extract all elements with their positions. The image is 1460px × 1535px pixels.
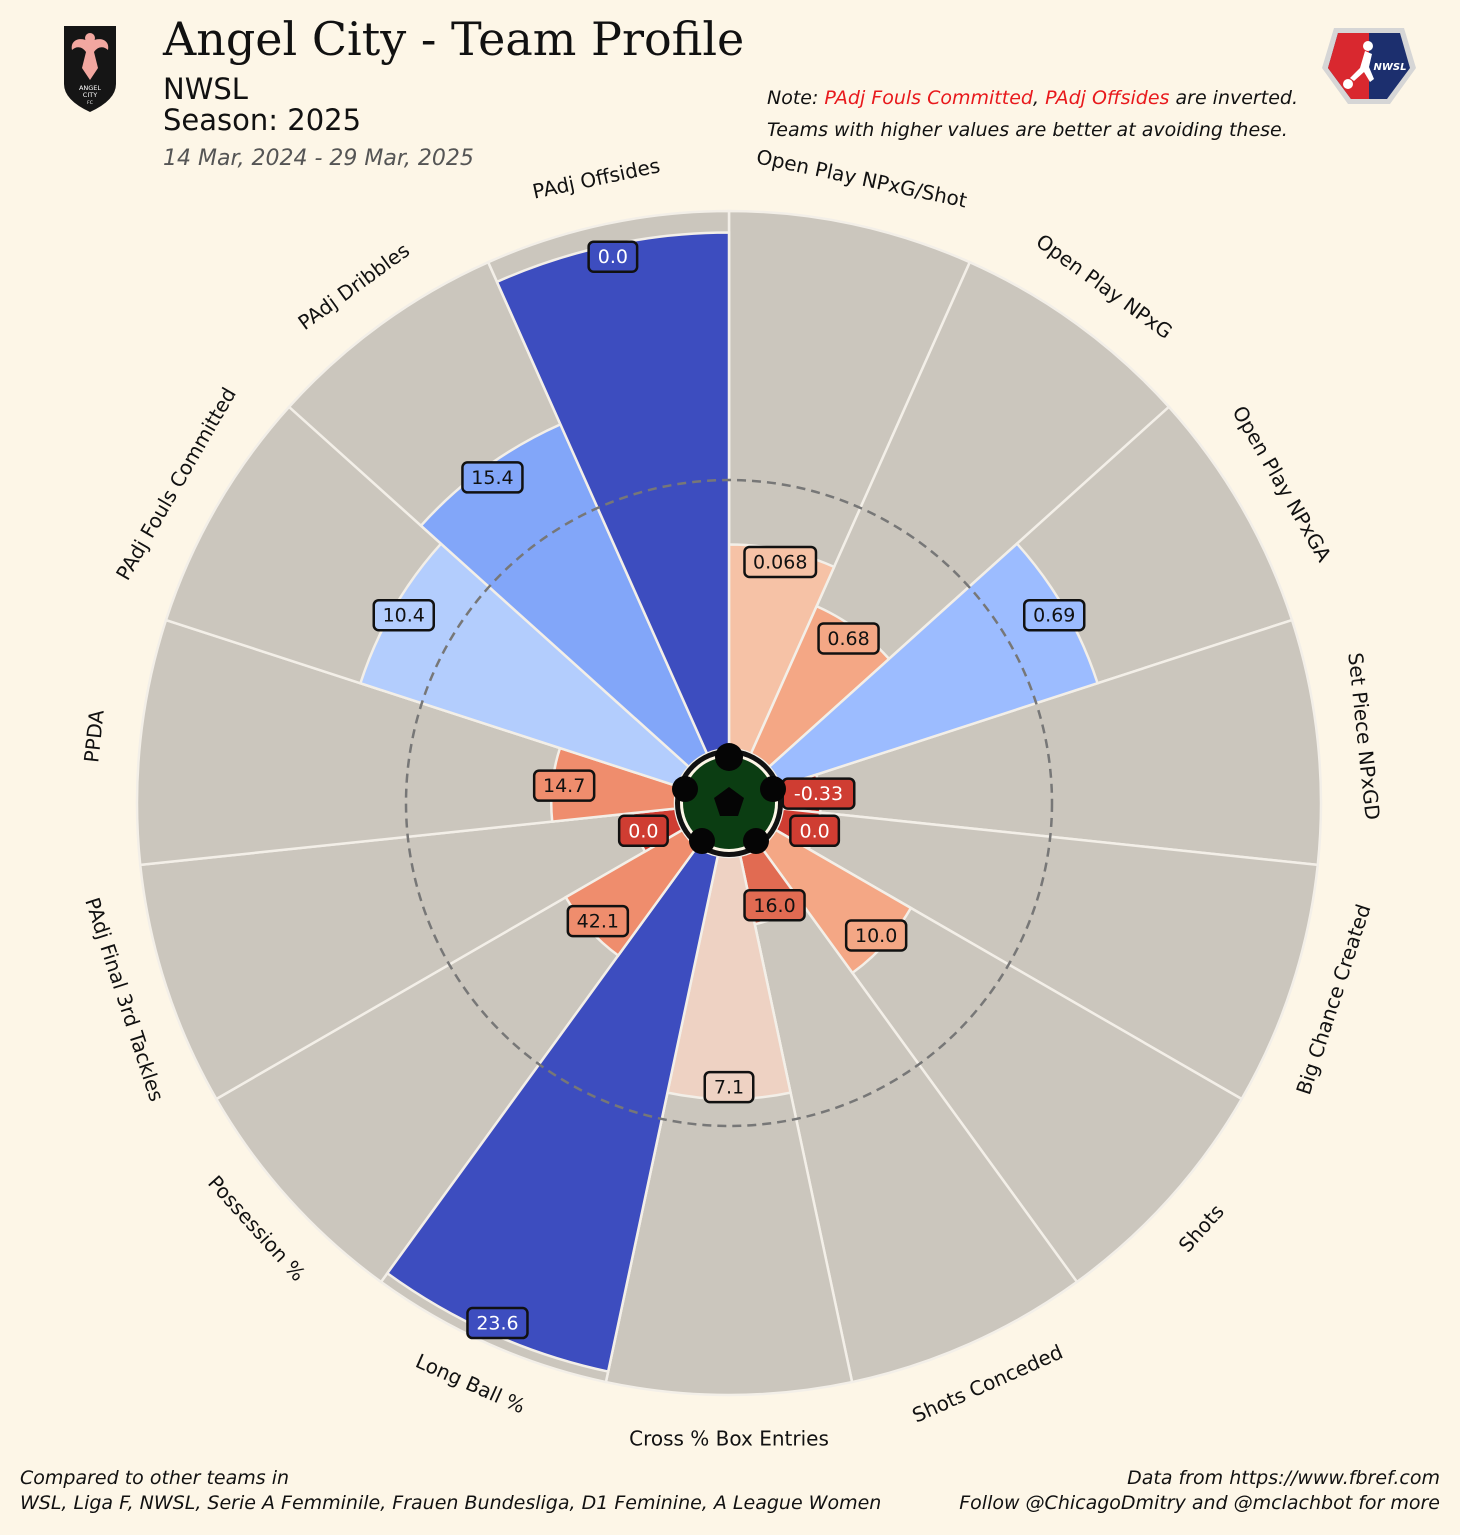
metric-label-cross-box-entries: Cross % Box Entries bbox=[629, 1427, 829, 1451]
value-label-layer: 0.068 0.68 0.69 -0.33 0.0 10.0 16.0 7.1 23.6 42.1… bbox=[372, 240, 1086, 1340]
value-box-open-play-npxg bbox=[817, 622, 880, 655]
league-name: NWSL bbox=[163, 72, 248, 106]
league-crest-text: NWSL bbox=[1374, 62, 1407, 73]
note-sep: , bbox=[1032, 87, 1046, 109]
value-label-possession: 42.1 bbox=[566, 904, 630, 938]
value-label-padj-offsides: 0.0 bbox=[587, 240, 639, 273]
value-label-long-ball: 23.6 bbox=[466, 1306, 529, 1340]
note-prefix: Note: bbox=[767, 87, 825, 109]
value-text-padj-offsides: 0.0 bbox=[598, 246, 628, 268]
reference-circle-layer bbox=[404, 478, 1054, 1128]
value-text-big-chance-created: 0.0 bbox=[799, 820, 829, 842]
metric-label-open-play-npxg-shot: Open Play NPxG/Shot bbox=[754, 144, 969, 212]
value-text-padj-dribbles: 15.4 bbox=[471, 467, 513, 489]
page-title: Angel City - Team Profile bbox=[163, 12, 745, 66]
median-reference-circle bbox=[404, 478, 1054, 1128]
value-box-padj-offsides bbox=[587, 240, 639, 273]
center-ball bbox=[672, 743, 786, 857]
footer-left-line-2: WSL, Liga F, NWSL, Serie A Femminile, Fr… bbox=[20, 1492, 882, 1514]
note-line-2: Teams with higher values are better at a… bbox=[767, 119, 1288, 141]
value-box-padj-final-3rd-tackles bbox=[617, 814, 669, 848]
footer-right-line-1: Data from https://www.fbref.com bbox=[1127, 1467, 1440, 1489]
value-box-padj-fouls-committed bbox=[372, 598, 436, 632]
value-box-shots-conceded bbox=[743, 889, 806, 922]
value-box-padj-dribbles bbox=[461, 461, 524, 494]
value-label-open-play-npxg-shot: 0.068 bbox=[743, 545, 818, 579]
value-label-padj-fouls-committed: 10.4 bbox=[372, 598, 436, 632]
note-suffix: are inverted. bbox=[1169, 87, 1298, 109]
note-item-fouls: PAdj Fouls Committed bbox=[824, 87, 1033, 109]
value-label-big-chance-created: 0.0 bbox=[789, 814, 841, 848]
value-text-long-ball: 23.6 bbox=[476, 1313, 518, 1335]
value-label-padj-final-3rd-tackles: 0.0 bbox=[617, 814, 669, 848]
value-box-cross-box-entries bbox=[703, 1070, 755, 1104]
metric-label-long-ball: Long Ball % bbox=[412, 1349, 529, 1419]
value-text-possession: 42.1 bbox=[577, 911, 619, 933]
value-label-padj-dribbles: 15.4 bbox=[461, 461, 524, 494]
footer-credits: Data from https://www.fbref.com Follow @… bbox=[959, 1466, 1440, 1516]
league-crest-logo: NWSL bbox=[1322, 28, 1416, 104]
value-box-long-ball bbox=[466, 1306, 529, 1340]
metric-label-ppda: PPDA bbox=[79, 708, 108, 763]
crest-text-1: ANGEL bbox=[79, 84, 101, 92]
value-text-open-play-npxga: 0.69 bbox=[1033, 605, 1075, 627]
value-text-shots: 10.0 bbox=[855, 925, 897, 947]
footer-left-line-1: Compared to other teams in bbox=[20, 1467, 290, 1489]
crest-text-2: CITY bbox=[83, 91, 97, 99]
date-range: 14 Mar, 2024 - 29 Mar, 2025 bbox=[163, 146, 474, 171]
value-label-open-play-npxg: 0.68 bbox=[817, 622, 880, 655]
value-label-shots-conceded: 16.0 bbox=[743, 889, 806, 922]
value-box-possession bbox=[566, 904, 630, 938]
value-label-set-piece-npxgd: -0.33 bbox=[781, 777, 856, 810]
value-box-shots bbox=[844, 919, 908, 952]
footer-comparison: Compared to other teams in WSL, Liga F, … bbox=[20, 1466, 881, 1516]
value-text-padj-final-3rd-tackles: 0.0 bbox=[628, 820, 658, 842]
value-label-open-play-npxga: 0.69 bbox=[1022, 598, 1086, 632]
value-label-shots: 10.0 bbox=[844, 919, 908, 952]
footer-right-line-2: Follow @ChicagoDmitry and @mclachbot for… bbox=[959, 1492, 1440, 1514]
value-text-ppda: 14.7 bbox=[543, 775, 585, 797]
inversion-note: Note: PAdj Fouls Committed, PAdj Offside… bbox=[767, 82, 1298, 146]
team-crest-logo: ANGEL CITY FC bbox=[64, 26, 116, 112]
season-label: Season: 2025 bbox=[163, 103, 362, 137]
value-box-big-chance-created bbox=[789, 814, 841, 848]
value-text-open-play-npxg-shot: 0.068 bbox=[753, 551, 807, 573]
metric-label-shots: Shots bbox=[1174, 1199, 1229, 1257]
note-item-offsides: PAdj Offsides bbox=[1045, 87, 1170, 109]
value-text-padj-fouls-committed: 10.4 bbox=[383, 605, 425, 627]
crest-text-3: FC bbox=[87, 100, 93, 106]
value-box-ppda bbox=[532, 769, 596, 802]
value-box-open-play-npxga bbox=[1022, 598, 1086, 632]
value-label-ppda: 14.7 bbox=[532, 769, 596, 802]
value-text-open-play-npxg: 0.68 bbox=[827, 628, 869, 650]
metric-label-padj-offsides: PAdj Offsides bbox=[530, 153, 662, 203]
value-label-cross-box-entries: 7.1 bbox=[703, 1070, 755, 1104]
percentile-bar-layer bbox=[358, 231, 1100, 1374]
metric-label-set-piece-npxgd: Set Piece NPxGD bbox=[1343, 651, 1384, 821]
value-text-shots-conceded: 16.0 bbox=[753, 895, 795, 917]
value-text-cross-box-entries: 7.1 bbox=[714, 1077, 744, 1099]
value-box-open-play-npxg-shot bbox=[743, 545, 818, 579]
value-text-set-piece-npxgd: -0.33 bbox=[794, 783, 843, 805]
